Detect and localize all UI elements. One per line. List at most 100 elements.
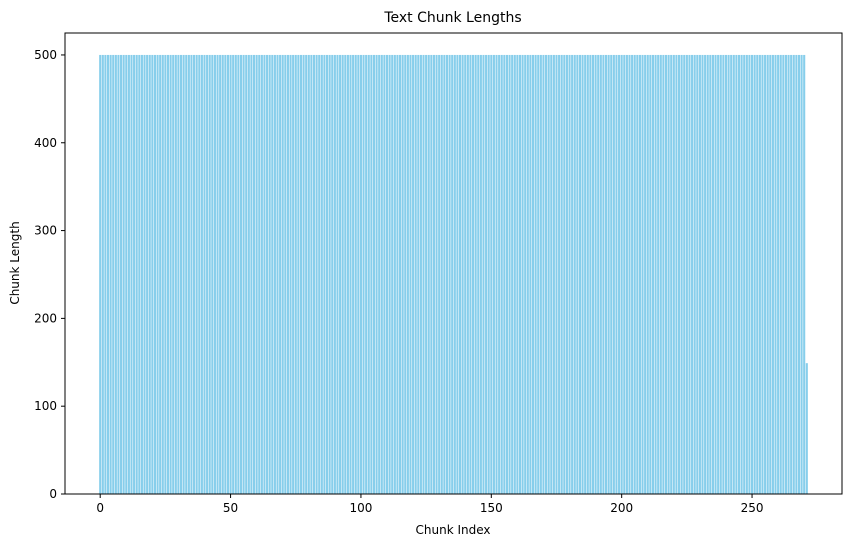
bar <box>286 54 289 494</box>
bar <box>740 54 743 494</box>
bar <box>245 54 248 494</box>
bar <box>177 54 180 494</box>
bar <box>234 54 237 494</box>
bar <box>432 54 435 494</box>
bar <box>591 54 595 494</box>
bar <box>106 54 110 494</box>
bar <box>346 54 349 494</box>
bar <box>312 54 316 494</box>
chart-title: Text Chunk Lengths <box>383 10 521 26</box>
bar <box>166 54 170 494</box>
bar <box>711 54 714 494</box>
bar <box>378 54 381 494</box>
bar <box>182 54 185 494</box>
bar <box>208 54 211 494</box>
bar <box>302 54 305 494</box>
bar <box>685 54 688 494</box>
bar <box>751 54 754 494</box>
bar <box>529 54 532 494</box>
bar <box>552 54 555 494</box>
bar <box>226 54 230 494</box>
bar <box>618 54 621 494</box>
bar <box>326 54 329 494</box>
bar <box>391 54 394 494</box>
bar <box>307 54 310 494</box>
bar <box>628 54 631 494</box>
bar <box>365 54 368 494</box>
bar <box>404 54 407 494</box>
bar <box>219 54 222 494</box>
bar <box>771 54 774 494</box>
bar <box>766 54 769 494</box>
plot-frame <box>64 32 843 495</box>
bar <box>508 54 511 494</box>
bar <box>730 54 733 494</box>
bar <box>620 54 623 494</box>
bar <box>198 54 201 494</box>
bar <box>318 54 321 494</box>
bar <box>698 54 701 494</box>
bar <box>568 54 571 494</box>
bar <box>125 54 128 494</box>
bar <box>706 54 709 494</box>
bar <box>492 54 495 494</box>
bar <box>604 54 608 494</box>
bar <box>649 54 652 494</box>
bar <box>425 54 428 494</box>
bar <box>518 54 522 494</box>
bar <box>367 54 370 494</box>
bar <box>242 54 245 494</box>
bar <box>260 54 263 494</box>
bar <box>383 54 386 494</box>
bar <box>571 54 574 494</box>
bar <box>112 54 115 494</box>
bar <box>737 54 741 494</box>
bar <box>464 54 467 494</box>
bar <box>273 54 276 494</box>
bar <box>542 54 545 494</box>
bar <box>790 54 793 494</box>
bar <box>161 54 164 494</box>
bar <box>380 54 383 494</box>
x-tick-label: 250 <box>741 501 764 515</box>
bar <box>477 54 480 494</box>
bar <box>573 54 576 494</box>
bar <box>539 54 542 494</box>
bar <box>691 54 694 494</box>
bar <box>503 54 506 494</box>
y-tick-label: 400 <box>34 136 57 150</box>
bar <box>516 54 519 494</box>
bar <box>521 54 524 494</box>
y-tick-label: 300 <box>34 224 57 238</box>
bar <box>315 54 318 494</box>
bar <box>299 54 303 494</box>
bar <box>550 54 553 494</box>
bar <box>636 54 639 494</box>
bar <box>782 54 785 494</box>
bar <box>753 54 756 494</box>
bar <box>187 54 190 494</box>
bar <box>328 54 331 494</box>
bar <box>498 54 501 494</box>
bar <box>678 54 681 494</box>
bar <box>664 54 668 494</box>
bar <box>239 54 243 494</box>
bar <box>748 54 751 494</box>
bar <box>722 54 725 494</box>
bar <box>581 54 584 494</box>
bar <box>597 54 600 494</box>
bar <box>631 54 634 494</box>
y-tick-label: 200 <box>34 311 57 325</box>
bar <box>320 54 323 494</box>
bar <box>130 54 133 494</box>
bar <box>610 54 613 494</box>
bar <box>803 54 806 494</box>
bar <box>185 54 188 494</box>
bar <box>419 54 422 494</box>
bar <box>268 54 271 494</box>
bar <box>104 54 107 494</box>
bar <box>156 54 159 494</box>
bar <box>224 54 227 494</box>
bar <box>232 54 235 494</box>
bar <box>430 54 433 494</box>
